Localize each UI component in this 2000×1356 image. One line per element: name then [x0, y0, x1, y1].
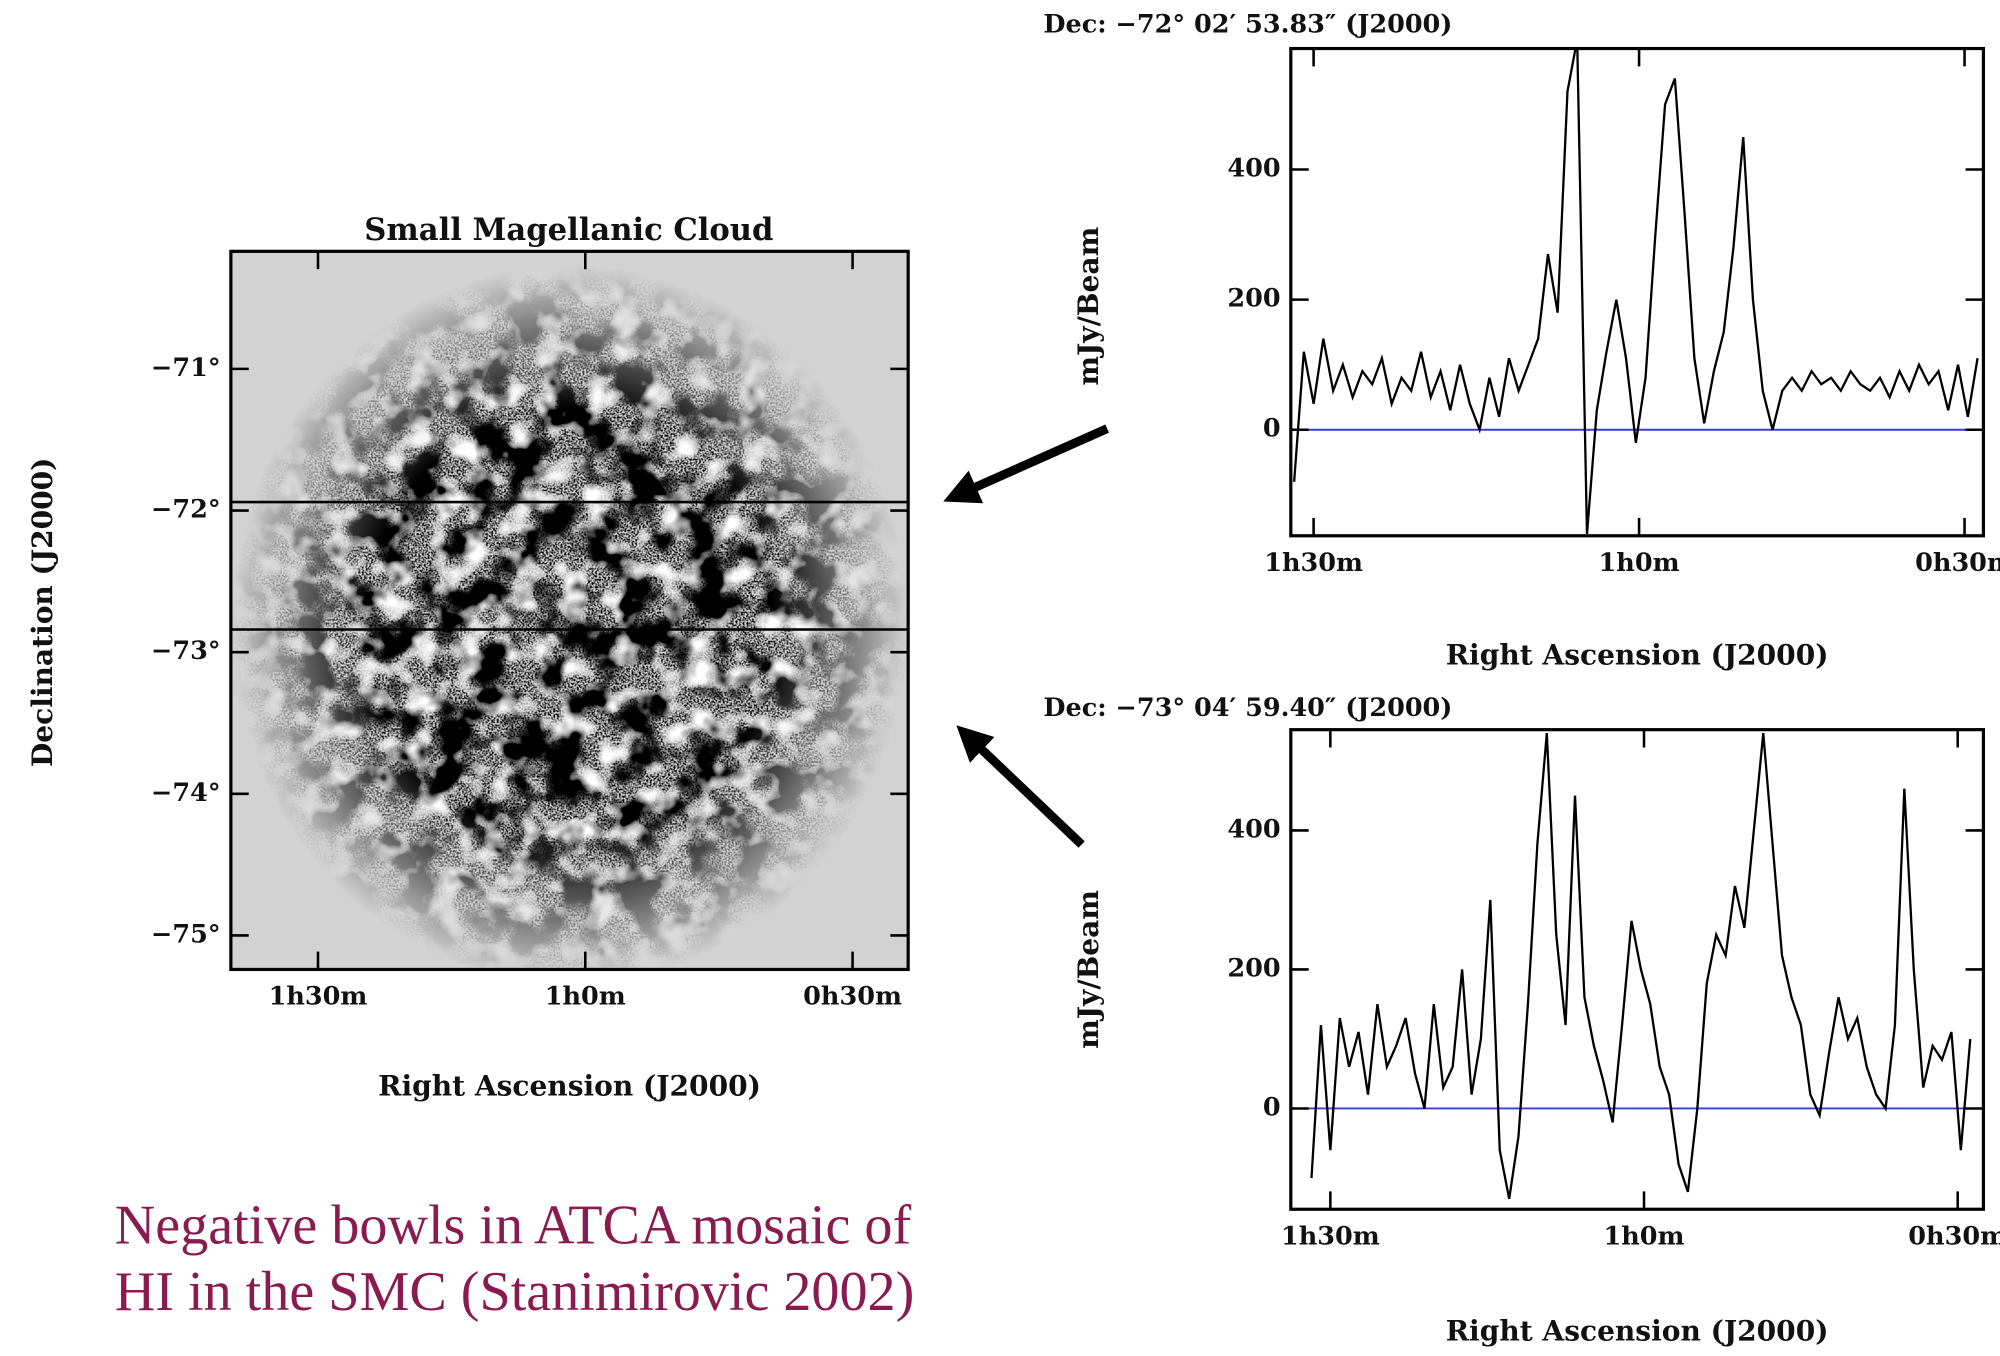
y-tick-label: 0 [1263, 414, 1281, 444]
y-axis-label: Declination (J2000) [26, 458, 59, 767]
x-tick-label: 1h30m [269, 982, 368, 1012]
x-tick-label: 0h30m [803, 982, 902, 1012]
arrow [943, 424, 1109, 504]
arrow [956, 725, 1085, 848]
y-tick-label: −73° [151, 636, 221, 666]
y-tick-label: −72° [151, 495, 221, 525]
y-axis-label: mJy/Beam [1072, 890, 1105, 1049]
caption-line: HI in the SMC (Stanimirovic 2002) [115, 1261, 915, 1323]
spectrum-line [1292, 48, 1979, 534]
x-tick-label: 1h30m [1264, 548, 1363, 578]
y-tick-label: −75° [151, 919, 221, 949]
x-tick-label: 1h30m [1281, 1221, 1380, 1251]
caption-line: Negative bowls in ATCA mosaic of [115, 1195, 912, 1257]
map-texture [230, 251, 909, 970]
chart-title: Dec: −72° 02′ 53.83″ (J2000) [1043, 10, 1452, 40]
y-tick-label: −71° [151, 353, 221, 383]
x-tick-label: 1h0m [545, 982, 626, 1012]
spectrum-line [1310, 732, 1972, 1200]
y-tick-label: 200 [1227, 284, 1280, 314]
chart-title: Dec: −73° 04′ 59.40″ (J2000) [1043, 693, 1452, 723]
y-tick-label: 0 [1263, 1092, 1281, 1122]
x-tick-label: 1h0m [1599, 548, 1680, 578]
plot-frame [229, 249, 910, 972]
y-tick-label: −74° [151, 778, 221, 808]
chart-title: Small Magellanic Cloud [364, 212, 773, 248]
y-tick-label: 400 [1227, 154, 1280, 184]
x-tick-label: 0h30m [1908, 1221, 2000, 1251]
x-tick-label: 1h0m [1604, 1221, 1685, 1251]
x-axis-label: Right Ascension (J2000) [378, 1070, 761, 1103]
plot-frame [1289, 728, 1986, 1211]
x-axis-label: Right Ascension (J2000) [1446, 1314, 1829, 1347]
y-tick-label: 200 [1227, 953, 1280, 983]
x-axis-label: Right Ascension (J2000) [1446, 638, 1829, 671]
plot-frame [1289, 46, 1986, 538]
x-tick-label: 0h30m [1915, 548, 2000, 578]
y-axis-label: mJy/Beam [1072, 226, 1105, 385]
y-tick-label: 400 [1227, 814, 1280, 844]
